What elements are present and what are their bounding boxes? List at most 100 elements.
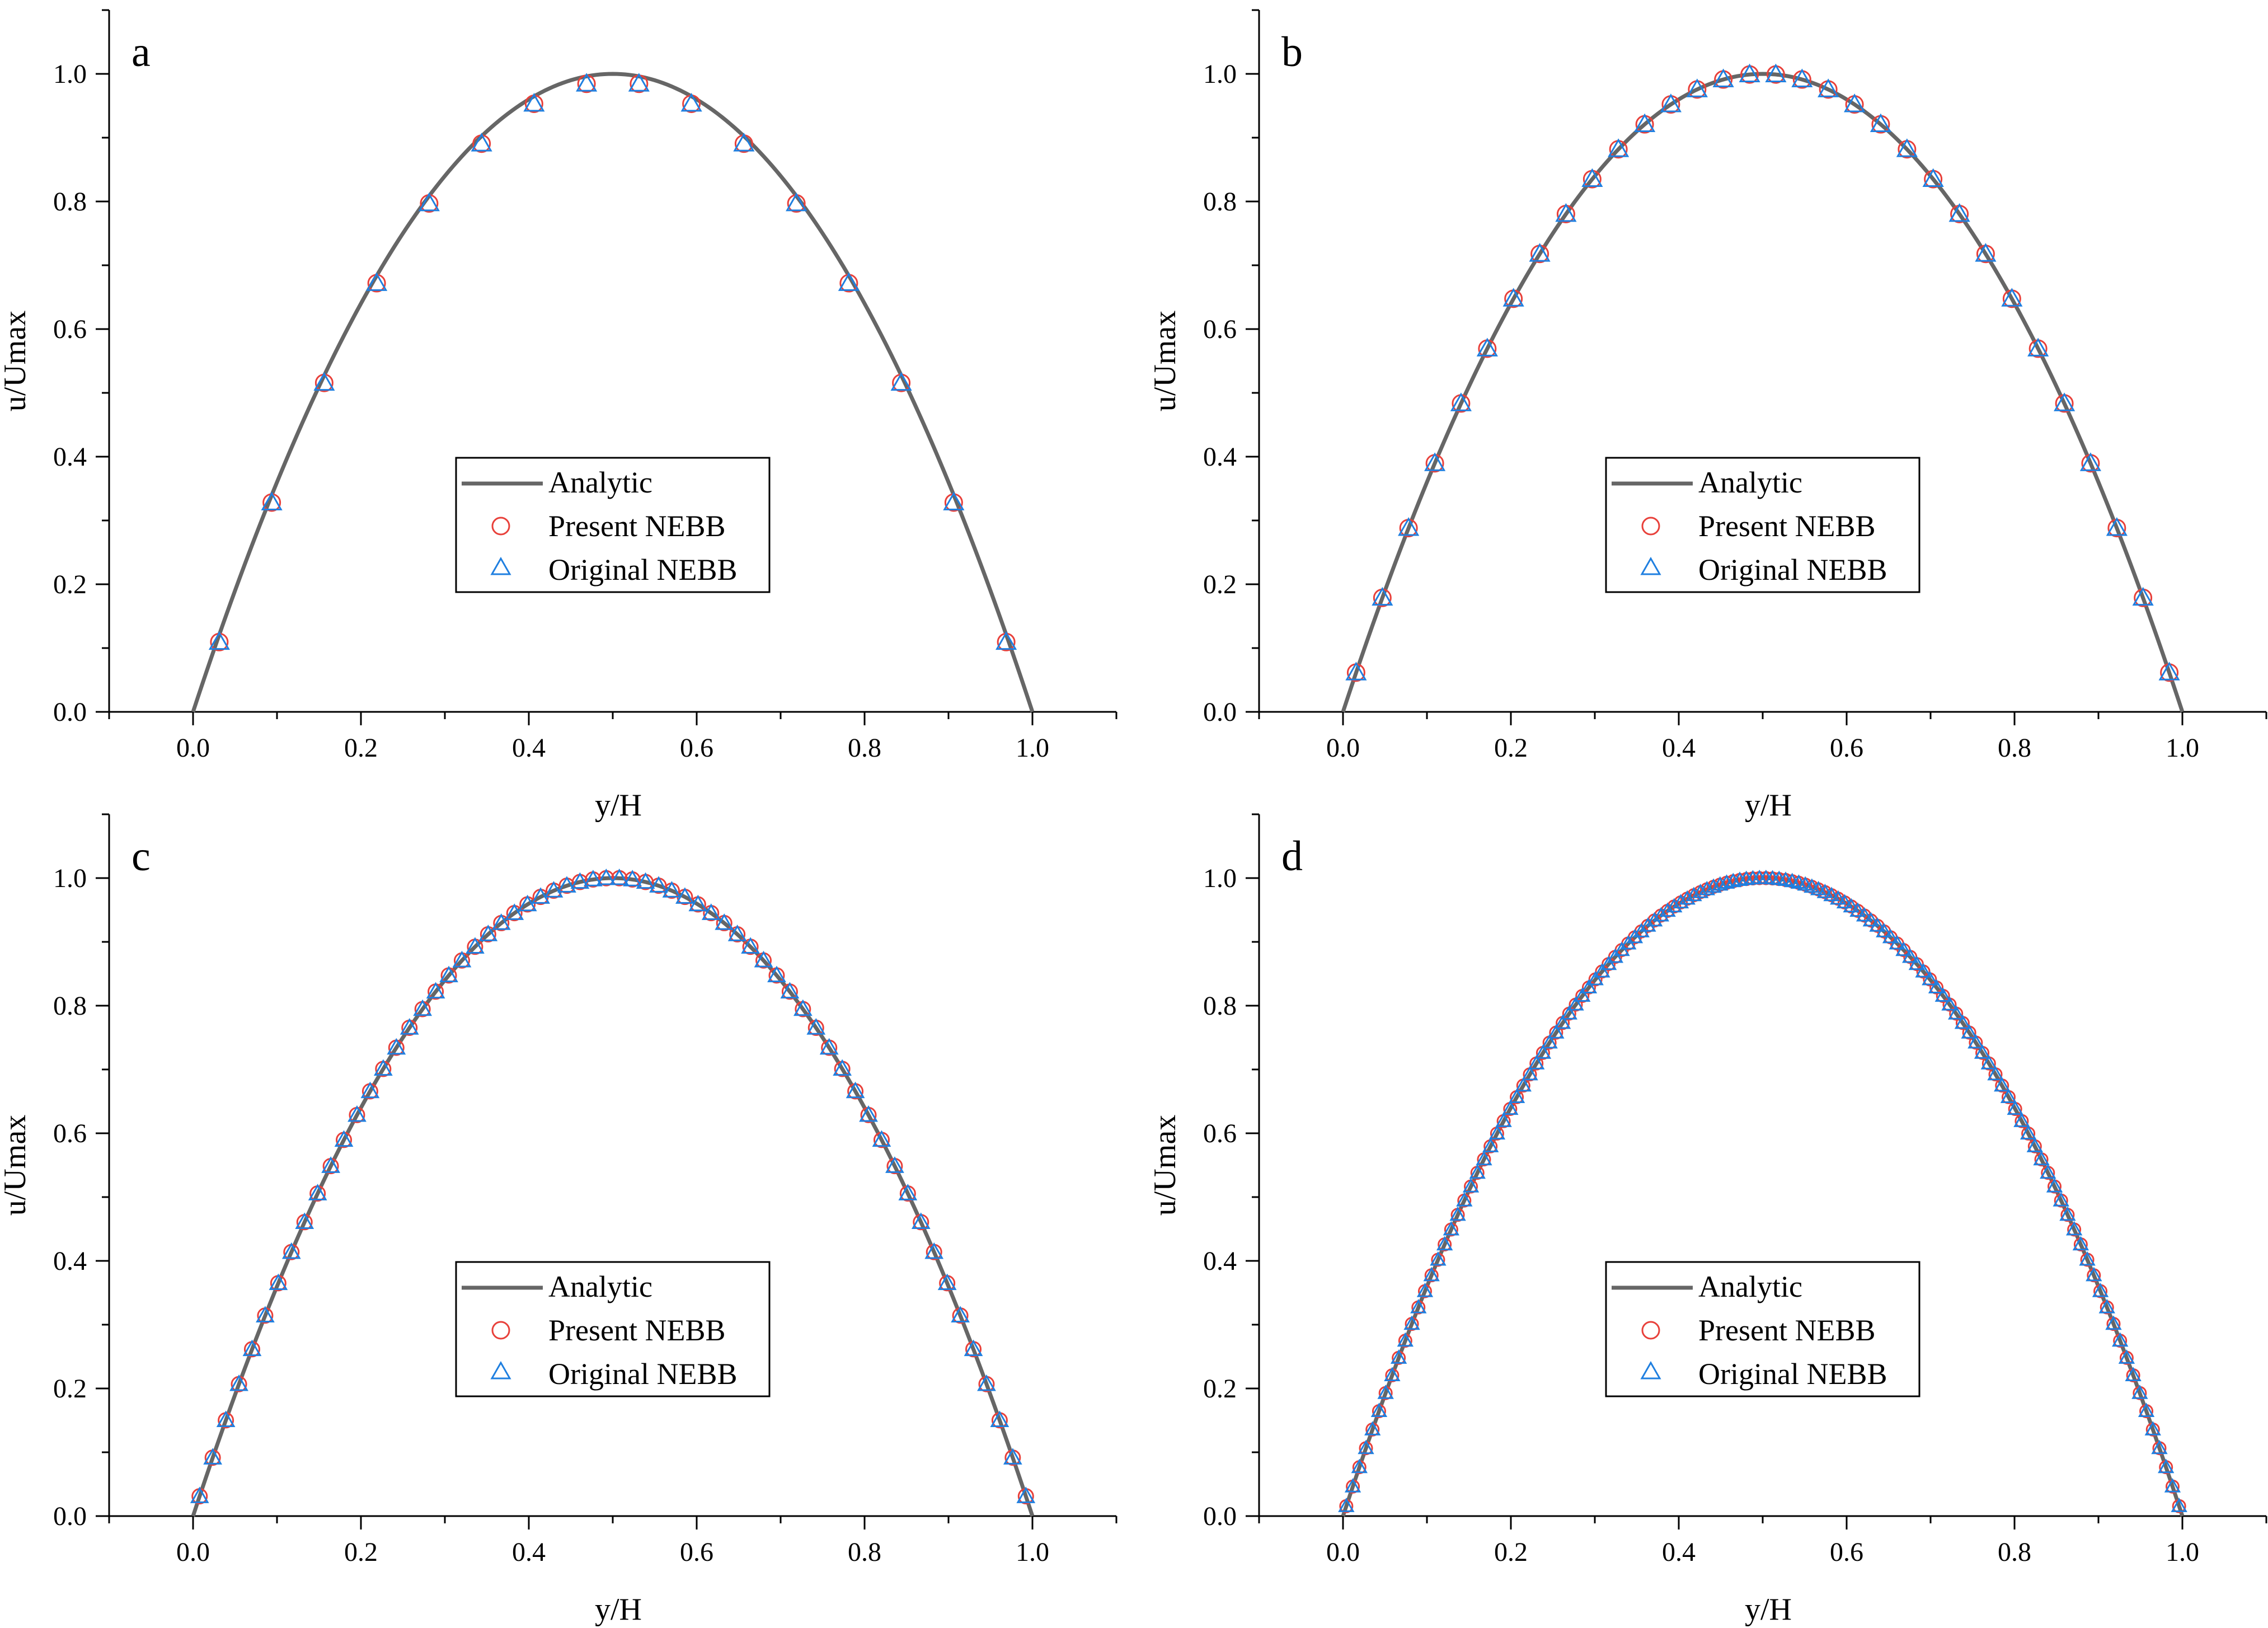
original-nebb-point xyxy=(2072,1236,2089,1251)
original-nebb-point xyxy=(1528,1055,1545,1069)
analytic-curve xyxy=(1341,72,2185,713)
original-nebb-point xyxy=(1666,898,1683,913)
y-tick-label: 0.4 xyxy=(1203,1246,1237,1276)
original-nebb-point xyxy=(1922,168,1944,187)
x-tick-label: 1.0 xyxy=(1016,1537,1049,1567)
original-nebb-point xyxy=(1844,93,1866,112)
legend-box xyxy=(1605,1261,1920,1397)
original-nebb-point xyxy=(1922,970,1938,986)
original-nebb-point xyxy=(2125,1367,2142,1382)
original-nebb-point xyxy=(754,950,773,968)
original-nebb-point xyxy=(609,868,629,885)
original-nebb-point xyxy=(1450,392,1472,411)
original-nebb-point xyxy=(662,881,682,898)
original-nebb-point xyxy=(281,1242,301,1259)
x-tick-label: 0.2 xyxy=(1494,1537,1528,1567)
original-nebb-point xyxy=(1554,1014,1571,1029)
original-nebb-point xyxy=(1830,890,1847,905)
original-nebb-point xyxy=(308,1184,327,1200)
original-nebb-point xyxy=(1449,1206,1466,1221)
original-nebb-point xyxy=(2092,1283,2109,1297)
x-tick-label: 0.4 xyxy=(512,733,546,763)
original-nebb-point xyxy=(2098,1298,2115,1313)
original-nebb-point xyxy=(2151,1439,2168,1455)
original-nebb-point xyxy=(990,1410,1009,1428)
original-nebb-point xyxy=(1869,917,1886,932)
x-tick-label: 0.0 xyxy=(176,1537,210,1567)
x-tick-label: 1.0 xyxy=(2166,1537,2199,1567)
original-nebb-point xyxy=(360,1081,380,1099)
y-tick-label: 0.6 xyxy=(53,1119,87,1148)
original-nebb-point xyxy=(951,1306,970,1323)
original-nebb-point xyxy=(675,887,694,904)
original-nebb-point xyxy=(1410,1298,1427,1313)
original-nebb-point xyxy=(1908,955,1926,970)
original-nebb-point xyxy=(1954,1014,1971,1029)
x-tick-label: 0.0 xyxy=(1326,733,1360,763)
original-nebb-point xyxy=(1659,902,1676,917)
original-nebb-point xyxy=(1482,1138,1499,1152)
legend-label-original: Original NEBB xyxy=(548,553,737,587)
original-nebb-point xyxy=(859,1105,878,1122)
original-nebb-point xyxy=(2013,1113,2030,1127)
original-nebb-point xyxy=(190,1486,209,1503)
original-nebb-point xyxy=(1870,113,1891,133)
original-nebb-point xyxy=(780,982,800,999)
original-nebb-point xyxy=(1508,1089,1525,1103)
original-nebb-point xyxy=(1424,452,1446,471)
original-nebb-point xyxy=(741,937,760,954)
original-nebb-point xyxy=(2086,1266,2102,1282)
original-nebb-point xyxy=(872,1130,891,1147)
original-nebb-point xyxy=(1476,337,1498,356)
original-nebb-point xyxy=(2033,1151,2050,1166)
original-nebb-point xyxy=(1797,876,1814,891)
original-nebb-point xyxy=(1672,894,1689,909)
original-nebb-point xyxy=(2158,1458,2175,1474)
y-tick-label: 1.0 xyxy=(1203,59,1237,89)
legend-present-marker xyxy=(491,1321,510,1340)
original-nebb-point xyxy=(426,982,445,999)
original-nebb-point xyxy=(1581,168,1603,187)
y-tick-label: 1.0 xyxy=(53,864,87,893)
original-nebb-point xyxy=(1889,935,1905,950)
panel-a: 0.0 0.2 0.4 0.6 0.8 1.0 0.0 0.2 0.4 0.6 0.8 1.0 y/H u… xyxy=(0,9,1117,823)
original-nebb-point xyxy=(1876,923,1893,937)
original-nebb-point xyxy=(1502,288,1524,307)
legend-label-analytic: Analytic xyxy=(1698,466,1802,499)
original-nebb-point xyxy=(1476,1151,1492,1166)
original-nebb-point xyxy=(2007,1100,2023,1115)
original-nebb-point xyxy=(1397,1332,1414,1347)
original-nebb-point xyxy=(1948,1005,1965,1020)
x-tick-label: 0.4 xyxy=(1662,1537,1696,1567)
original-nebb-point xyxy=(1430,1251,1447,1266)
original-nebb-point xyxy=(1652,907,1670,922)
original-nebb-point xyxy=(1915,963,1932,978)
original-nebb-point xyxy=(767,965,786,983)
original-nebb-point xyxy=(523,92,545,112)
x-tick-label: 0.6 xyxy=(1830,733,1863,763)
original-nebb-point xyxy=(208,631,230,650)
original-nebb-point xyxy=(1765,63,1787,83)
original-nebb-point xyxy=(937,1273,957,1291)
original-nebb-point xyxy=(1961,1024,1978,1039)
y-tick-label: 0.4 xyxy=(53,442,87,472)
y-tick-label: 0.8 xyxy=(53,187,87,217)
original-nebb-point xyxy=(1016,1486,1036,1503)
original-nebb-point xyxy=(680,92,702,112)
original-nebb-point xyxy=(2138,1402,2155,1418)
original-nebb-point xyxy=(1567,996,1584,1011)
original-nebb-point xyxy=(838,272,860,291)
original-nebb-point xyxy=(2059,1206,2076,1221)
original-nebb-point xyxy=(557,876,576,893)
legend-label-original: Original NEBB xyxy=(548,1357,737,1391)
original-nebb-point xyxy=(1555,203,1577,222)
original-nebb-point xyxy=(1994,1077,2011,1092)
original-nebb-point xyxy=(418,193,440,212)
original-nebb-point xyxy=(1901,948,1919,963)
original-nebb-point xyxy=(1980,1055,1997,1069)
x-tick-label: 0.6 xyxy=(680,1537,713,1567)
original-nebb-point xyxy=(229,1374,248,1391)
original-nebb-point xyxy=(576,73,598,92)
original-nebb-point xyxy=(1529,243,1551,262)
y-tick-label: 0.2 xyxy=(53,1374,87,1404)
